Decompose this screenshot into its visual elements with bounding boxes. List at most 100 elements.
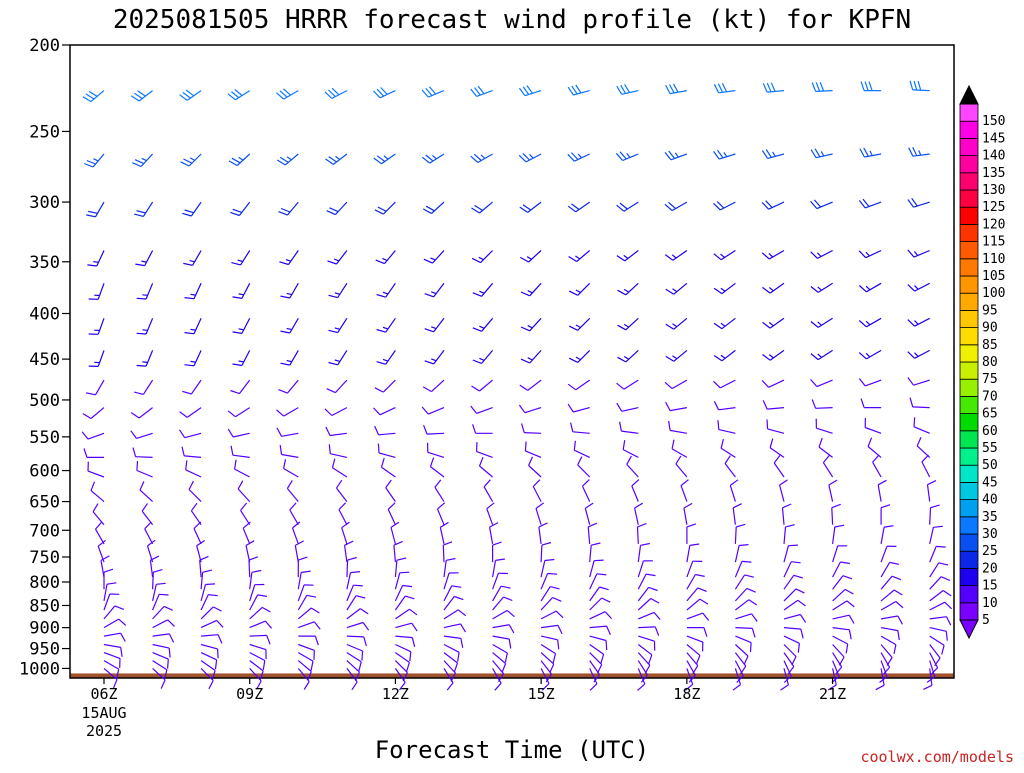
colorbar-segment-30 bbox=[960, 517, 978, 534]
wind-barb-flag bbox=[525, 442, 526, 451]
y-tick-label-850: 850 bbox=[29, 596, 60, 616]
plot-background bbox=[70, 45, 954, 678]
colorbar-segment-130 bbox=[960, 173, 978, 190]
x-tick-label-12Z: 12Z bbox=[382, 685, 409, 703]
colorbar-label-50: 50 bbox=[982, 458, 998, 473]
wind-barb-flag bbox=[400, 572, 410, 573]
wind-barb-flag bbox=[590, 684, 597, 691]
wind-barb-flag bbox=[923, 685, 932, 689]
colorbar-label-70: 70 bbox=[982, 389, 998, 404]
wind-barb-flag bbox=[137, 461, 138, 471]
wind-barb-shaft bbox=[735, 527, 736, 544]
y-tick-label-500: 500 bbox=[29, 391, 60, 411]
colorbar-label-140: 140 bbox=[982, 149, 1005, 164]
wind-barb-flag bbox=[209, 681, 213, 689]
wind-barb-flag bbox=[495, 683, 501, 690]
wind-barb-shaft bbox=[250, 635, 267, 636]
wind-barb-flag bbox=[548, 574, 558, 575]
y-tick-label-950: 950 bbox=[29, 640, 60, 660]
wind-barb-shaft bbox=[638, 527, 639, 544]
wind-barb-flag bbox=[638, 684, 645, 690]
y-tick-label-250: 250 bbox=[29, 122, 60, 142]
colorbar-segment-60 bbox=[960, 414, 978, 431]
wind-barb-shaft bbox=[153, 572, 154, 589]
colorbar-label-55: 55 bbox=[982, 441, 998, 456]
colorbar-segment-80 bbox=[960, 345, 978, 362]
colorbar-label-150: 150 bbox=[982, 114, 1005, 129]
wind-barb-shaft bbox=[347, 636, 364, 637]
wind-barb-shaft bbox=[832, 508, 833, 525]
colorbar-label-30: 30 bbox=[982, 527, 998, 542]
wind-barb-flag bbox=[876, 685, 884, 690]
y-tick-label-800: 800 bbox=[29, 573, 60, 593]
wind-barb-flag bbox=[936, 546, 946, 547]
colorbar-label-75: 75 bbox=[982, 372, 998, 387]
x-tick-label-15Z: 15Z bbox=[528, 685, 555, 703]
wind-barb-flag bbox=[159, 594, 168, 595]
wind-barb-flag bbox=[362, 651, 363, 660]
wind-barb-flag bbox=[352, 682, 357, 690]
colorbar: 5101520253035404550556065707580859095100… bbox=[960, 86, 1005, 638]
colorbar-label-40: 40 bbox=[982, 493, 998, 508]
colorbar-label-110: 110 bbox=[982, 252, 1005, 267]
colorbar-label-60: 60 bbox=[982, 424, 998, 439]
y-tick-label-900: 900 bbox=[29, 619, 60, 639]
x-tick-sublabel-15AUG: 15AUG bbox=[81, 704, 126, 722]
y-tick-label-650: 650 bbox=[29, 493, 60, 513]
y-tick-label-200: 200 bbox=[29, 36, 60, 56]
colorbar-label-65: 65 bbox=[982, 407, 998, 422]
colorbar-label-90: 90 bbox=[982, 321, 998, 336]
colorbar-segment-95 bbox=[960, 293, 978, 310]
colorbar-segment-120 bbox=[960, 207, 978, 224]
wind-barb-shaft bbox=[638, 627, 655, 628]
wind-barb-flag bbox=[781, 685, 789, 690]
colorbar-segment-65 bbox=[960, 396, 978, 413]
y-tick-label-550: 550 bbox=[29, 428, 60, 448]
y-axis: 2002503003504004505005506006507007508008… bbox=[19, 36, 70, 679]
y-tick-label-1000: 1000 bbox=[19, 659, 60, 679]
colorbar-segment-50 bbox=[960, 448, 978, 465]
wind-barb-half-flag bbox=[142, 362, 147, 363]
wind-barb-flag bbox=[137, 333, 147, 334]
colorbar-segment-100 bbox=[960, 276, 978, 293]
colorbar-label-95: 95 bbox=[982, 303, 998, 318]
x-tick-label-21Z: 21Z bbox=[819, 685, 846, 703]
colorbar-segment-90 bbox=[960, 310, 978, 327]
wind-barb-flag bbox=[218, 649, 219, 658]
colorbar-segment-25 bbox=[960, 534, 978, 551]
colorbar-label-15: 15 bbox=[982, 579, 998, 594]
x-tick-label-09Z: 09Z bbox=[236, 685, 263, 703]
wind-barb-flag bbox=[914, 417, 915, 427]
colorbar-label-5: 5 bbox=[982, 613, 990, 628]
wind-barb-shaft bbox=[347, 560, 348, 577]
colorbar-segment-115 bbox=[960, 224, 978, 241]
wind-barb-flag bbox=[168, 659, 169, 669]
wind-barb-shaft bbox=[427, 433, 444, 434]
wind-barb-half-flag bbox=[93, 262, 98, 263]
wind-barb-shaft bbox=[249, 560, 250, 577]
wind-barb-flag bbox=[788, 545, 798, 546]
wind-barb-shaft bbox=[136, 457, 153, 458]
colorbar-label-120: 120 bbox=[982, 217, 1005, 232]
y-tick-label-450: 450 bbox=[29, 350, 60, 370]
colorbar-segment-105 bbox=[960, 259, 978, 276]
wind-barb-half-flag bbox=[191, 329, 196, 330]
colorbar-label-85: 85 bbox=[982, 338, 998, 353]
credit-text: coolwx.com/models bbox=[860, 748, 1014, 766]
colorbar-label-135: 135 bbox=[982, 166, 1005, 181]
colorbar-segment-85 bbox=[960, 328, 978, 345]
colorbar-segment-45 bbox=[960, 465, 978, 482]
colorbar-label-105: 105 bbox=[982, 269, 1005, 284]
colorbar-label-45: 45 bbox=[982, 475, 998, 490]
colorbar-label-35: 35 bbox=[982, 510, 998, 525]
wind-barb-flag bbox=[353, 585, 362, 586]
colorbar-top-arrow bbox=[960, 86, 978, 104]
wind-barb-flag bbox=[606, 641, 607, 651]
colorbar-segment-135 bbox=[960, 156, 978, 173]
colorbar-label-80: 80 bbox=[982, 355, 998, 370]
wind-barb-half-flag bbox=[191, 361, 196, 362]
colorbar-segment-35 bbox=[960, 500, 978, 517]
